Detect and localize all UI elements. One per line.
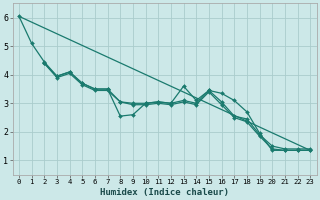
X-axis label: Humidex (Indice chaleur): Humidex (Indice chaleur) xyxy=(100,188,229,197)
